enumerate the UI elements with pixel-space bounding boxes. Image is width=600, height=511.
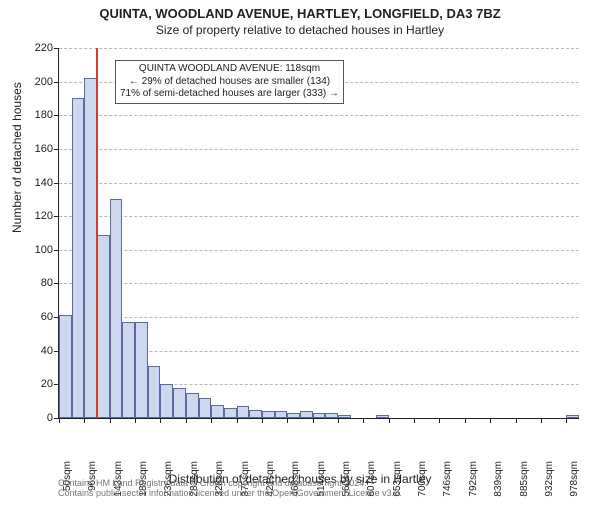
chart-area: 02040608010012014016018020022050sqm96sqm… bbox=[58, 48, 578, 418]
ytick-mark bbox=[54, 183, 59, 184]
xtick-mark bbox=[59, 418, 60, 423]
ytick-label: 0 bbox=[23, 412, 53, 424]
chart-subtitle: Size of property relative to detached ho… bbox=[0, 21, 600, 37]
xtick-mark bbox=[160, 418, 161, 423]
histogram-bar bbox=[300, 411, 313, 418]
histogram-bar bbox=[313, 413, 326, 418]
ytick-label: 80 bbox=[23, 277, 53, 289]
xtick-mark bbox=[363, 418, 364, 423]
histogram-bar bbox=[122, 322, 135, 418]
histogram-bar bbox=[325, 413, 338, 418]
xtick-mark bbox=[211, 418, 212, 423]
ytick-mark bbox=[54, 82, 59, 83]
xtick-mark bbox=[262, 418, 263, 423]
xtick-mark bbox=[313, 418, 314, 423]
gridline bbox=[59, 250, 579, 251]
y-axis-label: Number of detached houses bbox=[10, 82, 24, 233]
xtick-mark bbox=[465, 418, 466, 423]
xtick-mark bbox=[135, 418, 136, 423]
ytick-mark bbox=[54, 115, 59, 116]
ytick-mark bbox=[54, 283, 59, 284]
gridline bbox=[59, 283, 579, 284]
histogram-bar bbox=[262, 411, 275, 418]
histogram-bar bbox=[72, 98, 85, 418]
ytick-mark bbox=[54, 149, 59, 150]
ytick-label: 140 bbox=[23, 177, 53, 189]
ytick-mark bbox=[54, 48, 59, 49]
gridline bbox=[59, 216, 579, 217]
xtick-mark bbox=[389, 418, 390, 423]
ytick-label: 180 bbox=[23, 109, 53, 121]
xtick-mark bbox=[110, 418, 111, 423]
histogram-bar bbox=[135, 322, 148, 418]
annotation-line: QUINTA WOODLAND AVENUE: 118sqm bbox=[120, 63, 339, 76]
histogram-bar bbox=[249, 410, 262, 418]
xtick-mark bbox=[566, 418, 567, 423]
ytick-label: 40 bbox=[23, 345, 53, 357]
xtick-mark bbox=[338, 418, 339, 423]
chart-supertitle: QUINTA, WOODLAND AVENUE, HARTLEY, LONGFI… bbox=[0, 0, 600, 21]
ytick-label: 120 bbox=[23, 210, 53, 222]
ytick-label: 60 bbox=[23, 311, 53, 323]
marker-line bbox=[96, 48, 98, 418]
annotation-line: ← 29% of detached houses are smaller (13… bbox=[120, 76, 339, 89]
xtick-mark bbox=[414, 418, 415, 423]
gridline bbox=[59, 149, 579, 150]
ytick-mark bbox=[54, 250, 59, 251]
histogram-bar bbox=[110, 199, 123, 418]
ytick-label: 220 bbox=[23, 42, 53, 54]
xtick-mark bbox=[237, 418, 238, 423]
histogram-bar bbox=[148, 366, 161, 418]
xtick-mark bbox=[541, 418, 542, 423]
xtick-mark bbox=[439, 418, 440, 423]
gridline bbox=[59, 48, 579, 49]
histogram-bar bbox=[224, 408, 237, 418]
histogram-bar bbox=[566, 415, 579, 418]
annotation-box: QUINTA WOODLAND AVENUE: 118sqm← 29% of d… bbox=[115, 60, 344, 104]
histogram-bar bbox=[97, 235, 110, 418]
histogram-bar bbox=[199, 398, 212, 418]
xtick-mark bbox=[186, 418, 187, 423]
histogram-bar bbox=[160, 384, 173, 418]
gridline bbox=[59, 115, 579, 116]
xtick-mark bbox=[516, 418, 517, 423]
ytick-label: 100 bbox=[23, 244, 53, 256]
histogram-bar bbox=[186, 393, 199, 418]
histogram-bar bbox=[287, 413, 300, 418]
xtick-mark bbox=[490, 418, 491, 423]
xtick-mark bbox=[84, 418, 85, 423]
ytick-label: 20 bbox=[23, 378, 53, 390]
gridline bbox=[59, 317, 579, 318]
histogram-bar bbox=[338, 415, 351, 418]
histogram-bar bbox=[173, 388, 186, 418]
histogram-bar bbox=[84, 78, 97, 418]
histogram-bar bbox=[237, 406, 250, 418]
attribution-text: Contains HM Land Registry data © Crown c… bbox=[58, 478, 578, 500]
histogram-bar bbox=[376, 415, 389, 418]
histogram-bar bbox=[275, 411, 288, 418]
histogram-bar bbox=[59, 315, 72, 418]
plot-area: 02040608010012014016018020022050sqm96sqm… bbox=[58, 48, 579, 419]
xtick-mark bbox=[287, 418, 288, 423]
histogram-bar bbox=[211, 405, 224, 418]
gridline bbox=[59, 183, 579, 184]
ytick-mark bbox=[54, 216, 59, 217]
ytick-label: 160 bbox=[23, 143, 53, 155]
annotation-line: 71% of semi-detached houses are larger (… bbox=[120, 88, 339, 101]
ytick-label: 200 bbox=[23, 76, 53, 88]
